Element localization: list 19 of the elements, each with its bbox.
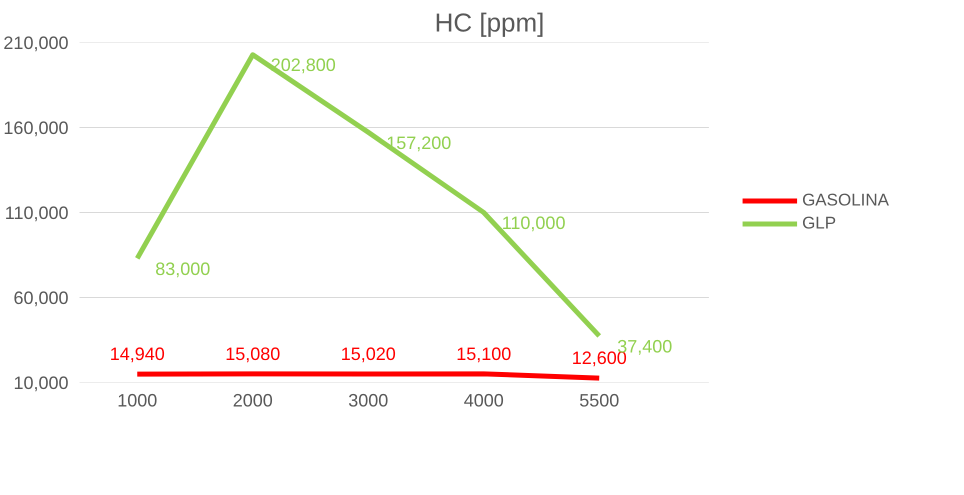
y-tick-label: 210,000	[3, 33, 69, 53]
data-label: 14,940	[110, 344, 165, 364]
y-tick-label: 60,000	[13, 288, 69, 308]
legend-label: GLP	[802, 214, 836, 234]
data-label: 15,020	[340, 344, 396, 364]
x-tick-label: 1000	[117, 390, 158, 410]
data-label: 15,080	[225, 344, 280, 364]
chart-title: HC [ppm]	[434, 8, 544, 38]
data-label: 83,000	[155, 258, 210, 279]
x-tick-label: 3000	[348, 390, 388, 410]
x-tick-label: 5500	[579, 390, 620, 410]
y-tick-label: 160,000	[3, 118, 69, 138]
x-tick-label: 2000	[232, 390, 273, 410]
y-tick-label: 110,000	[4, 203, 69, 223]
x-tick-label: 4000	[464, 390, 504, 410]
legend-label: GASOLINA	[802, 190, 889, 210]
y-tick-label: 10,000	[13, 373, 69, 393]
data-label: 15,100	[456, 344, 512, 364]
data-label: 110,000	[502, 213, 566, 233]
